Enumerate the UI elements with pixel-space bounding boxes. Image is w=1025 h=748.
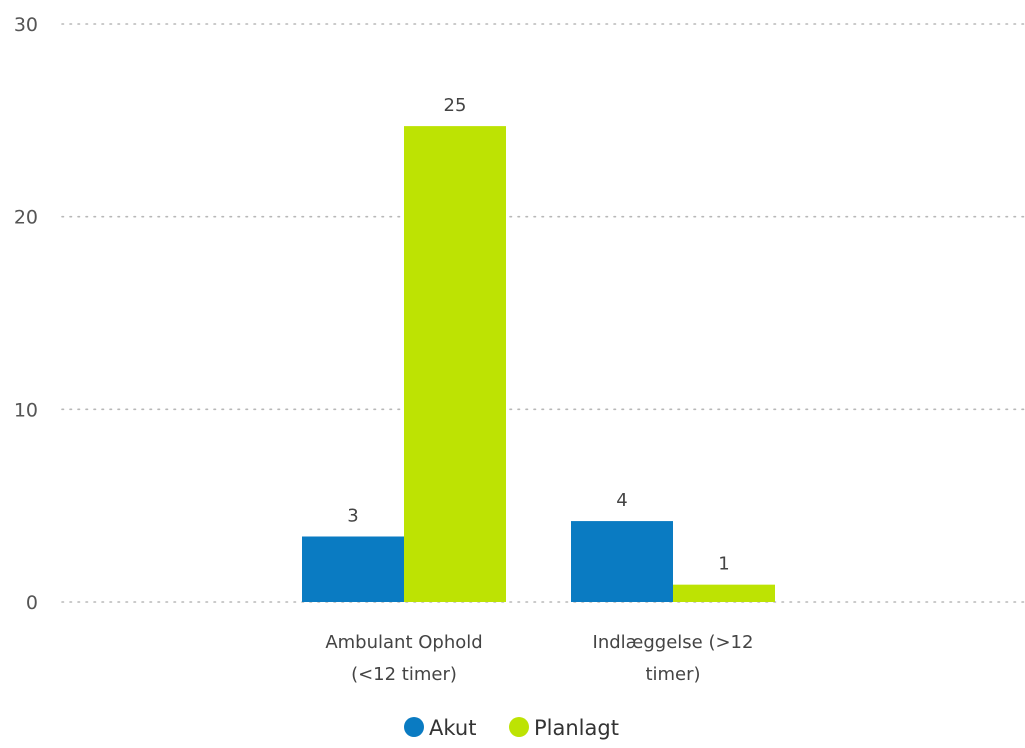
x-tick-label: Ambulant Ophold	[325, 632, 482, 653]
legend-marker	[509, 717, 529, 737]
y-tick-label: 30	[14, 14, 38, 36]
data-label: 4	[616, 490, 627, 511]
x-tick-label: (<12 timer)	[351, 664, 457, 685]
data-label: 3	[347, 505, 358, 526]
bar-planlagt-0[interactable]	[404, 126, 506, 602]
data-label: 1	[718, 554, 729, 575]
x-tick-label: timer)	[645, 664, 700, 685]
legend-label: Akut	[429, 716, 476, 740]
y-tick-label: 0	[26, 592, 38, 614]
bar-planlagt-1[interactable]	[673, 584, 775, 602]
y-tick-label: 20	[14, 207, 38, 229]
legend-label: Planlagt	[534, 716, 619, 740]
y-tick-label: 10	[14, 399, 38, 421]
bar-akut-1[interactable]	[571, 521, 673, 602]
data-labels: 3 25 4 1	[347, 95, 729, 575]
x-axis-tick-labels: Ambulant Ophold (<12 timer) Indlæggelse (>…	[325, 632, 753, 685]
legend[interactable]: Akut Planlagt	[404, 716, 619, 740]
legend-item-akut[interactable]: Akut	[404, 716, 476, 740]
y-axis-tick-labels: 0 10 20 30	[14, 14, 38, 614]
gridlines	[61, 23, 1025, 603]
bar-akut-0[interactable]	[302, 536, 404, 602]
data-label: 25	[444, 95, 467, 116]
legend-item-planlagt[interactable]: Planlagt	[509, 716, 619, 740]
x-tick-label: Indlæggelse (>12	[593, 632, 754, 653]
bars	[302, 126, 775, 602]
legend-marker	[404, 717, 424, 737]
